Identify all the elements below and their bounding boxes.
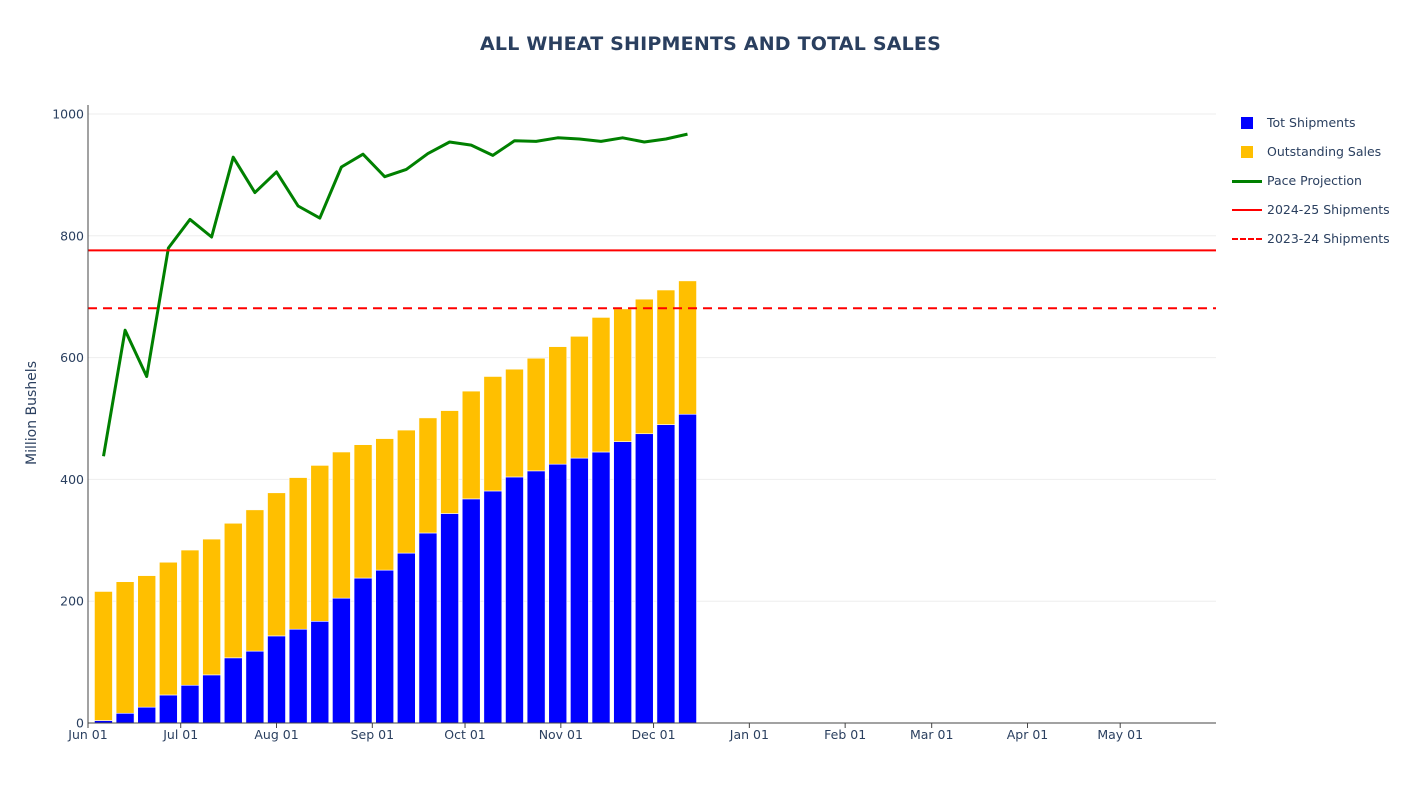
x-tick-label: Apr 01	[1007, 727, 1049, 742]
bar-tot-shipments	[418, 532, 438, 724]
bar-outstanding-sales	[94, 591, 113, 721]
bar-tot-shipments	[548, 463, 568, 724]
legend-item[interactable]: Outstanding Sales	[1232, 137, 1390, 166]
x-tick-label: Oct 01	[444, 727, 486, 742]
x-tick-label: Jul 01	[162, 727, 198, 742]
legend-label: Outstanding Sales	[1267, 144, 1382, 159]
legend[interactable]: Tot Shipments Outstanding Sales Pace Proje…	[1232, 108, 1390, 253]
bar-outstanding-sales	[461, 390, 481, 500]
bar-tot-shipments	[332, 597, 351, 724]
bar-tot-shipments	[137, 706, 157, 724]
bar-outstanding-sales	[526, 357, 546, 472]
bar-tot-shipments	[526, 470, 546, 724]
legend-item[interactable]: 2023-24 Shipments	[1232, 224, 1390, 253]
bar-tot-shipments	[483, 490, 503, 724]
x-tick-label: Nov 01	[539, 727, 583, 742]
bar-outstanding-sales	[591, 317, 611, 453]
bar-outstanding-sales	[418, 417, 438, 534]
x-tick-label: May 01	[1097, 727, 1143, 742]
legend-label: 2024-25 Shipments	[1267, 202, 1390, 217]
bar-outstanding-sales	[397, 429, 416, 554]
bar-outstanding-sales	[613, 308, 632, 442]
bar-tot-shipments	[397, 552, 416, 724]
bar-outstanding-sales	[115, 581, 135, 714]
bar-outstanding-sales	[353, 444, 373, 579]
bar-layer	[94, 280, 697, 724]
bar-tot-shipments	[223, 657, 243, 724]
bar-tot-shipments	[353, 577, 373, 724]
bar-outstanding-sales	[505, 368, 524, 478]
bar-tot-shipments	[245, 650, 265, 724]
y-tick-label: 200	[60, 594, 84, 609]
bar-outstanding-sales	[332, 451, 351, 599]
bar-tot-shipments	[440, 513, 459, 724]
legend-label: Pace Projection	[1267, 173, 1362, 188]
legend-item[interactable]: Pace Projection	[1232, 166, 1390, 195]
pace-projection-line	[102, 132, 688, 457]
x-tick-label: Jan 01	[729, 727, 769, 742]
legend-swatch	[1232, 171, 1262, 191]
chart-title: ALL WHEAT SHIPMENTS AND TOTAL SALES	[480, 33, 941, 55]
bar-tot-shipments	[678, 413, 697, 724]
bar-tot-shipments	[288, 628, 308, 724]
legend-swatch	[1232, 200, 1262, 220]
bar-outstanding-sales	[159, 561, 178, 696]
legend-item[interactable]: 2024-25 Shipments	[1232, 195, 1390, 224]
bar-outstanding-sales	[440, 410, 459, 514]
bar-outstanding-sales	[223, 522, 243, 659]
legend-label: 2023-24 Shipments	[1267, 231, 1390, 246]
bar-outstanding-sales	[375, 438, 394, 571]
y-tick-label: 1000	[52, 107, 84, 122]
bar-tot-shipments	[505, 476, 524, 724]
y-tick-label: 800	[60, 228, 84, 243]
bar-outstanding-sales	[310, 465, 330, 622]
bar-outstanding-sales	[288, 477, 308, 630]
y-tick-label: 600	[60, 350, 84, 365]
bar-outstanding-sales	[634, 298, 654, 435]
bar-outstanding-sales	[202, 538, 221, 676]
bar-tot-shipments	[267, 635, 286, 724]
line-layer	[88, 132, 1216, 457]
bar-outstanding-sales	[483, 376, 503, 492]
bar-tot-shipments	[202, 674, 221, 724]
bar-tot-shipments	[656, 424, 676, 724]
bar-outstanding-sales	[137, 575, 157, 708]
legend-swatch	[1232, 113, 1262, 133]
bar-outstanding-sales	[267, 492, 286, 637]
bar-outstanding-sales	[180, 549, 200, 686]
y-tick-label: 400	[60, 472, 84, 487]
x-tick-label: Jun 01	[67, 727, 107, 742]
bar-tot-shipments	[310, 620, 330, 724]
legend-item[interactable]: Tot Shipments	[1232, 108, 1390, 137]
bar-tot-shipments	[375, 569, 394, 724]
bar-outstanding-sales	[570, 335, 589, 459]
bar-tot-shipments	[180, 684, 200, 724]
x-tick-label: Dec 01	[632, 727, 676, 742]
x-tick-label: Mar 01	[910, 727, 953, 742]
legend-label: Tot Shipments	[1267, 115, 1356, 130]
bar-outstanding-sales	[245, 509, 265, 652]
x-tick-label: Feb 01	[824, 727, 866, 742]
y-tick-label: 0	[76, 716, 84, 731]
bar-tot-shipments	[461, 498, 481, 724]
bar-outstanding-sales	[656, 289, 676, 425]
bar-tot-shipments	[159, 694, 178, 724]
x-tick-label: Sep 01	[351, 727, 394, 742]
bar-tot-shipments	[570, 457, 589, 724]
bar-tot-shipments	[613, 441, 632, 724]
bar-tot-shipments	[115, 712, 135, 724]
x-tick-label: Aug 01	[254, 727, 298, 742]
bar-outstanding-sales	[678, 280, 697, 415]
bar-outstanding-sales	[548, 346, 568, 465]
bar-tot-shipments	[591, 451, 611, 724]
legend-swatch	[1232, 229, 1262, 249]
axis-layer: 0 200 400 600 800 1000 Jun 01 Jul 01 Aug 01 Sep 0…	[52, 105, 1216, 742]
bar-tot-shipments	[634, 433, 654, 724]
legend-swatch	[1232, 142, 1262, 162]
